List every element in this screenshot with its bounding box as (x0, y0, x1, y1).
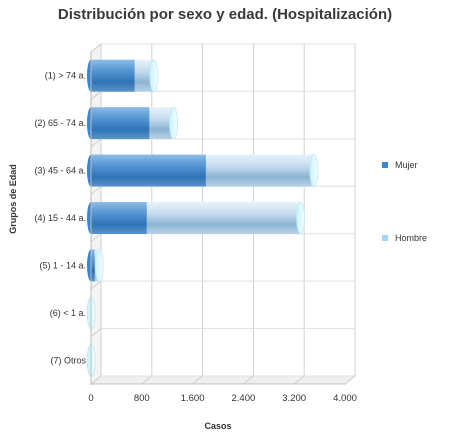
y-gridline (90, 43, 102, 53)
bar-mujer[interactable] (91, 107, 150, 140)
bar-hombre[interactable] (146, 202, 301, 234)
bar-end-cap (169, 106, 178, 140)
x-tick-label: 1.600 (181, 393, 205, 404)
bar-mujer[interactable] (91, 202, 147, 234)
x-tick-label: 2.400 (232, 393, 256, 404)
bar-end-cap (149, 59, 159, 93)
x-gridline-floor (293, 375, 305, 385)
y-tick-label: (6) < 1 a. (50, 308, 86, 318)
y-gridline (90, 328, 102, 337)
plot-floor (89, 375, 357, 385)
legend-swatch-mujer (382, 162, 388, 168)
y-gridline (90, 233, 102, 243)
x-tick-label: 800 (134, 393, 150, 404)
y-gridline (90, 280, 102, 290)
x-axis-title: Casos (204, 421, 231, 431)
x-tick-label: 0 (88, 393, 93, 404)
x-gridline-floor (141, 375, 153, 385)
y-gridline (90, 138, 102, 148)
y-gridline (90, 375, 102, 385)
y-tick-label: (3) 45 - 64 a. (34, 166, 86, 176)
bar-hombre[interactable] (205, 154, 314, 187)
bar-hombre[interactable] (134, 59, 154, 92)
legend-label-mujer: Mujer (395, 160, 418, 170)
bar-end-cap (309, 154, 319, 187)
bar-mujer[interactable] (91, 249, 95, 282)
legend-label-hombre: Hombre (395, 233, 427, 243)
x-gridline-floor (243, 375, 254, 385)
x-tick-label: 3.200 (282, 393, 306, 404)
x-gridline-floor (344, 375, 356, 385)
y-tick-label: (4) 15 - 44 a. (34, 213, 86, 223)
y-tick-label: (1) > 74 a. (45, 71, 86, 81)
y-tick-label: (7) Otros (50, 355, 86, 365)
bar-mujer[interactable] (91, 59, 135, 92)
y-gridline (90, 91, 102, 100)
y-tick-label: (5) 1 - 14 a. (39, 260, 86, 270)
y-tick-label: (2) 65 - 74 a. (34, 118, 86, 128)
x-gridline-floor (192, 375, 203, 385)
y-gridline (90, 185, 102, 195)
bar-end-cap (94, 249, 104, 282)
y-axis-title: Grupos de Edad (8, 164, 18, 234)
chart-title: Distribución por sexo y edad. (Hospitali… (57, 6, 393, 23)
bar-end-cap (296, 201, 305, 235)
bar-mujer[interactable] (91, 154, 206, 187)
legend-swatch-hombre (382, 235, 388, 241)
x-tick-label: 4.000 (333, 393, 357, 404)
